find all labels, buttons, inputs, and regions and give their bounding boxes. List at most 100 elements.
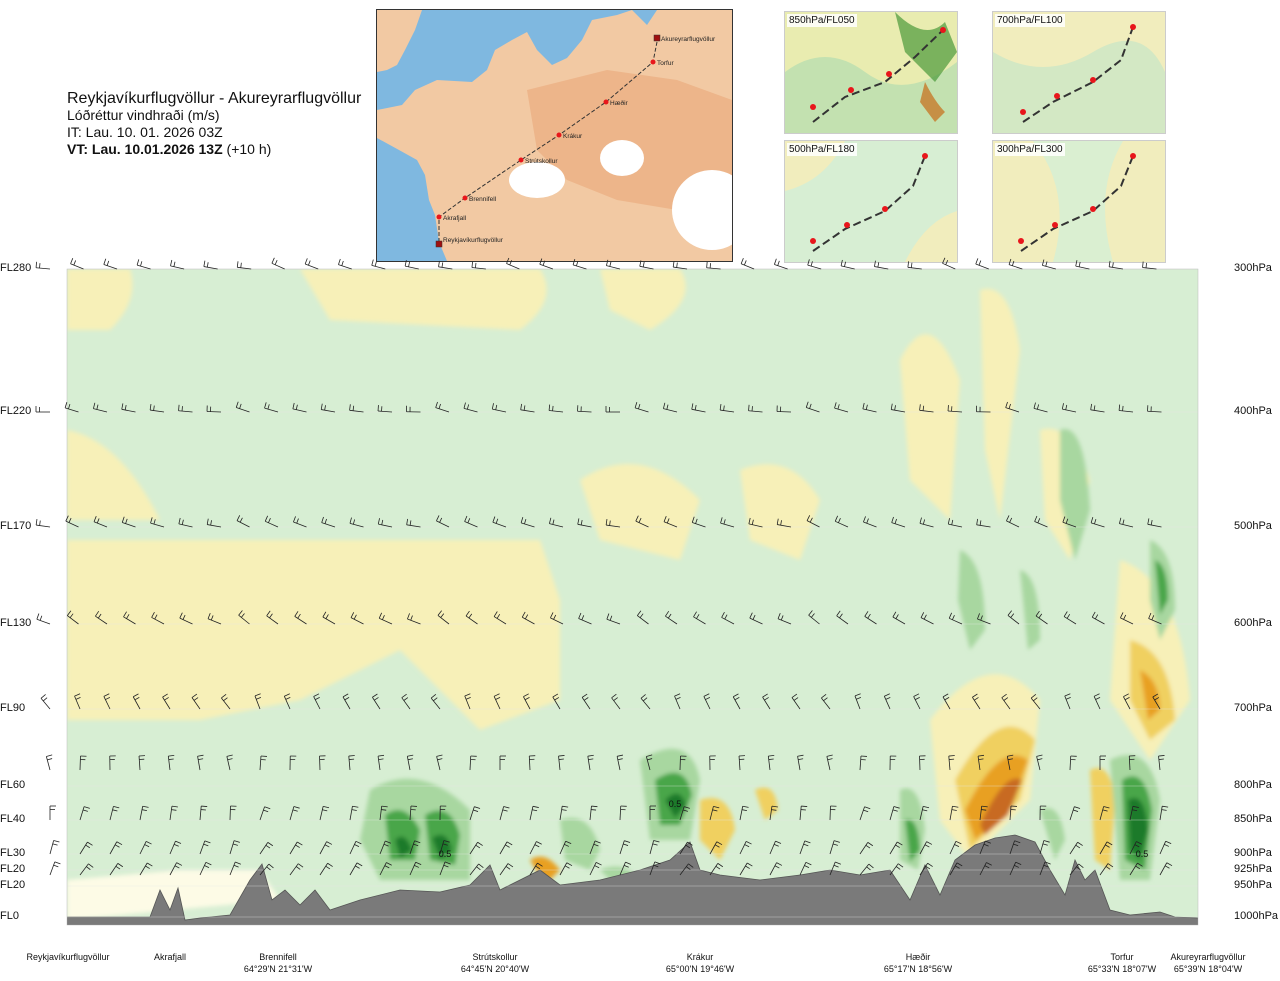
wind-barb bbox=[679, 841, 693, 855]
thumbnail-850hpa[interactable]: 850hPa/FL050 bbox=[784, 11, 958, 134]
wind-barb bbox=[589, 862, 602, 876]
waypoint-label: Brennifell 64°29'N 21°31'W bbox=[218, 951, 338, 975]
map-point-label: Brennifell bbox=[469, 196, 497, 203]
thumbnail-500hpa[interactable]: 500hPa/FL180 bbox=[784, 140, 958, 263]
wind-barb bbox=[406, 754, 414, 771]
wind-barb bbox=[167, 754, 175, 771]
wind-barb bbox=[93, 402, 108, 413]
waypoint-marker[interactable] bbox=[462, 195, 468, 201]
wind-barb bbox=[377, 405, 393, 413]
wind-barb bbox=[520, 403, 535, 413]
wind-barb bbox=[1006, 515, 1020, 528]
wind-barb bbox=[259, 806, 271, 821]
field-region-downdraft-weak bbox=[980, 288, 1020, 520]
thumbnail-300hpa[interactable]: 300hPa/FL300 bbox=[992, 140, 1166, 263]
map-point-label: Reykjavíkurflugvöllur bbox=[443, 237, 504, 244]
field-region-downdraft-weak bbox=[580, 464, 700, 560]
wind-barb bbox=[493, 611, 507, 625]
wind-barb bbox=[1118, 404, 1134, 413]
valid-time-value: VT: Lau. 10.01.2026 13Z bbox=[67, 141, 223, 157]
wind-barb bbox=[577, 405, 592, 413]
wind-barb bbox=[283, 693, 291, 710]
wind-barb bbox=[109, 863, 124, 876]
waypoint-coord: 65°00'N 19°46'W bbox=[665, 964, 735, 974]
thumbnail-700hpa[interactable]: 700hPa/FL100 bbox=[992, 11, 1166, 134]
wind-barb bbox=[605, 406, 620, 413]
thumbnail-label: 500hPa/FL180 bbox=[787, 143, 857, 156]
wind-barb bbox=[674, 693, 681, 710]
wind-barb bbox=[206, 518, 222, 528]
wind-barb bbox=[199, 840, 211, 855]
waypoint-marker[interactable] bbox=[556, 132, 562, 138]
wind-barb bbox=[976, 518, 991, 528]
wind-barb bbox=[235, 401, 250, 413]
wind-barb bbox=[913, 693, 921, 710]
wind-barb bbox=[889, 806, 900, 821]
wind-barb bbox=[529, 805, 539, 821]
wind-barb bbox=[379, 805, 388, 821]
field-region-downdraft-weak bbox=[930, 674, 1040, 860]
wind-barb bbox=[320, 403, 336, 413]
wind-barb bbox=[439, 861, 451, 876]
wind-barb bbox=[1099, 863, 1114, 876]
wind-barb bbox=[640, 694, 651, 710]
waypoint-coord: 64°29'N 21°31'W bbox=[243, 964, 313, 974]
airport-marker[interactable] bbox=[653, 34, 661, 42]
wind-barb bbox=[649, 861, 661, 876]
wind-barb bbox=[1009, 805, 1017, 821]
thumbnail-label: 300hPa/FL300 bbox=[995, 143, 1065, 156]
wind-barb bbox=[289, 863, 304, 876]
waypoint-marker[interactable] bbox=[603, 99, 609, 105]
level-hpa-label: 850hPa bbox=[1234, 813, 1272, 825]
wind-barb bbox=[49, 861, 61, 876]
wind-barb bbox=[948, 612, 963, 625]
wind-barb bbox=[103, 258, 118, 270]
wind-barb bbox=[889, 755, 897, 771]
wind-barb bbox=[679, 755, 687, 771]
field-region-updraft-mod bbox=[1040, 808, 1065, 860]
field-region-downdraft-mod bbox=[1090, 768, 1115, 870]
wind-barb bbox=[799, 840, 811, 855]
thumbnail-label: 850hPa/FL050 bbox=[787, 14, 857, 27]
wind-barb bbox=[1061, 403, 1077, 413]
wind-barb bbox=[808, 610, 820, 625]
wind-barb bbox=[191, 693, 201, 710]
waypoint-name: Akureyrarflugvöllur bbox=[1170, 952, 1246, 962]
level-hpa-label: 700hPa bbox=[1234, 702, 1272, 714]
wind-barb bbox=[264, 515, 279, 528]
airport-marker[interactable] bbox=[435, 240, 443, 248]
wind-barb bbox=[589, 840, 601, 855]
wind-barb bbox=[139, 862, 153, 876]
wind-barb bbox=[409, 861, 422, 876]
wind-barb bbox=[103, 693, 111, 710]
map-point-label: Krákur bbox=[563, 133, 583, 140]
field-region-downdraft-mod bbox=[755, 787, 778, 820]
waypoint-marker[interactable] bbox=[518, 157, 524, 163]
route-line bbox=[438, 41, 658, 242]
wind-barb bbox=[949, 840, 962, 855]
wind-barb bbox=[1090, 517, 1105, 528]
wind-barb bbox=[520, 517, 535, 528]
wind-barb bbox=[709, 806, 720, 821]
wind-barb bbox=[748, 517, 763, 528]
wind-barb bbox=[406, 405, 421, 413]
wind-barb bbox=[776, 518, 792, 528]
level-fl-label: FL20 bbox=[0, 863, 26, 875]
wind-barb bbox=[703, 693, 711, 710]
wind-barb bbox=[606, 613, 621, 625]
wind-barb bbox=[1099, 841, 1113, 855]
wind-barb bbox=[121, 403, 136, 413]
lead-time: (+10 h) bbox=[226, 141, 272, 157]
waypoint-marker[interactable] bbox=[650, 59, 656, 65]
wind-barb bbox=[920, 612, 934, 625]
level-hpa-label: 300hPa bbox=[1234, 262, 1272, 274]
field-region-updraft-mod bbox=[1060, 429, 1090, 560]
wind-barb bbox=[70, 258, 84, 270]
waypoint-marker[interactable] bbox=[436, 214, 442, 220]
wind-barb bbox=[289, 841, 303, 855]
wind-barb bbox=[739, 841, 752, 855]
contour-value-label: 0.5 bbox=[1136, 849, 1149, 859]
wind-barb bbox=[769, 840, 782, 855]
wind-barb bbox=[1129, 841, 1142, 855]
wind-barb bbox=[826, 754, 833, 771]
